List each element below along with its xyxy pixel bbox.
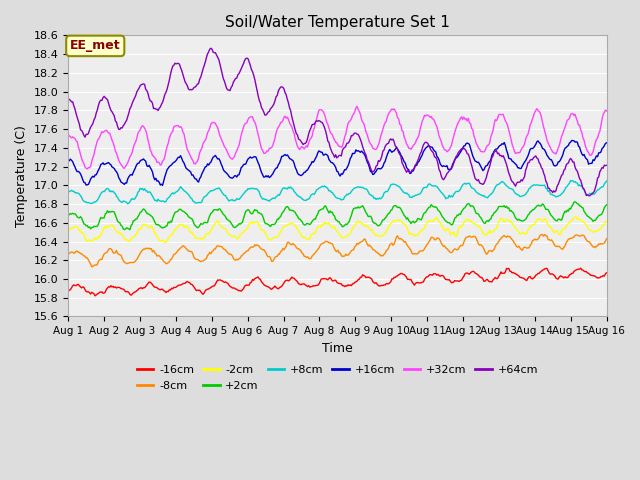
-2cm bbox=[64, 228, 72, 234]
Line: +64cm: +64cm bbox=[68, 48, 607, 196]
+64cm bbox=[586, 193, 593, 199]
+16cm bbox=[392, 144, 400, 150]
Line: +2cm: +2cm bbox=[68, 202, 607, 230]
+8cm bbox=[567, 178, 575, 183]
-16cm bbox=[233, 287, 241, 292]
+8cm bbox=[124, 201, 132, 207]
-2cm bbox=[292, 224, 300, 229]
+8cm bbox=[603, 178, 611, 184]
Line: +8cm: +8cm bbox=[68, 180, 607, 204]
-16cm bbox=[392, 274, 400, 279]
-8cm bbox=[64, 252, 72, 257]
-2cm bbox=[603, 218, 611, 224]
+16cm bbox=[367, 168, 374, 174]
+16cm bbox=[292, 167, 300, 172]
-2cm bbox=[367, 227, 374, 233]
+64cm bbox=[392, 144, 400, 150]
-2cm bbox=[162, 240, 170, 245]
-2cm bbox=[392, 217, 400, 223]
-16cm bbox=[577, 265, 584, 271]
Line: -16cm: -16cm bbox=[68, 268, 607, 296]
+8cm bbox=[554, 193, 562, 199]
+64cm bbox=[367, 165, 374, 171]
+32cm bbox=[353, 104, 361, 109]
+64cm bbox=[461, 146, 468, 152]
+32cm bbox=[83, 166, 91, 172]
Line: -2cm: -2cm bbox=[68, 217, 607, 242]
+2cm bbox=[603, 202, 611, 207]
+32cm bbox=[462, 116, 470, 121]
+16cm bbox=[603, 140, 611, 146]
Line: +16cm: +16cm bbox=[68, 141, 607, 185]
+2cm bbox=[392, 203, 400, 209]
+32cm bbox=[556, 143, 563, 148]
+32cm bbox=[292, 140, 300, 146]
+64cm bbox=[554, 181, 562, 187]
Y-axis label: Temperature (C): Temperature (C) bbox=[15, 125, 28, 227]
Text: EE_met: EE_met bbox=[70, 39, 120, 52]
-2cm bbox=[554, 229, 562, 235]
-8cm bbox=[292, 245, 300, 251]
-2cm bbox=[461, 219, 468, 225]
-16cm bbox=[92, 293, 99, 299]
-16cm bbox=[292, 277, 300, 283]
+16cm bbox=[568, 138, 575, 144]
+8cm bbox=[233, 196, 241, 202]
+8cm bbox=[367, 192, 374, 198]
-8cm bbox=[233, 256, 241, 262]
Line: +32cm: +32cm bbox=[68, 107, 607, 169]
+32cm bbox=[368, 143, 376, 148]
Legend: -16cm, -8cm, -2cm, +2cm, +8cm, +16cm, +32cm, +64cm: -16cm, -8cm, -2cm, +2cm, +8cm, +16cm, +3… bbox=[132, 361, 542, 395]
+8cm bbox=[461, 180, 468, 186]
+64cm bbox=[233, 75, 241, 81]
-8cm bbox=[556, 243, 563, 249]
-2cm bbox=[572, 214, 580, 220]
-8cm bbox=[392, 234, 400, 240]
+8cm bbox=[292, 191, 300, 197]
-16cm bbox=[603, 270, 611, 276]
-8cm bbox=[603, 236, 611, 241]
+32cm bbox=[233, 148, 241, 154]
+16cm bbox=[554, 159, 562, 165]
+2cm bbox=[572, 199, 579, 205]
+2cm bbox=[292, 212, 300, 217]
+64cm bbox=[292, 131, 300, 136]
-16cm bbox=[554, 276, 562, 282]
+16cm bbox=[233, 174, 241, 180]
Line: -8cm: -8cm bbox=[68, 235, 607, 267]
+2cm bbox=[367, 213, 374, 219]
+64cm bbox=[207, 45, 215, 51]
+2cm bbox=[461, 205, 468, 211]
+32cm bbox=[603, 108, 611, 114]
X-axis label: Time: Time bbox=[322, 342, 353, 355]
-16cm bbox=[64, 288, 72, 294]
Title: Soil/Water Temperature Set 1: Soil/Water Temperature Set 1 bbox=[225, 15, 450, 30]
+16cm bbox=[64, 159, 72, 165]
+2cm bbox=[64, 212, 72, 218]
+16cm bbox=[159, 182, 166, 188]
+16cm bbox=[461, 143, 468, 149]
+8cm bbox=[64, 190, 72, 195]
-8cm bbox=[461, 237, 468, 242]
-8cm bbox=[538, 232, 545, 238]
+2cm bbox=[126, 227, 134, 233]
+2cm bbox=[233, 223, 241, 229]
-16cm bbox=[367, 276, 374, 281]
+64cm bbox=[64, 96, 72, 102]
-8cm bbox=[367, 243, 374, 249]
+2cm bbox=[554, 216, 562, 222]
-2cm bbox=[233, 236, 241, 242]
+8cm bbox=[392, 182, 400, 188]
-8cm bbox=[88, 264, 95, 270]
-16cm bbox=[461, 271, 468, 277]
+32cm bbox=[64, 132, 72, 137]
+32cm bbox=[394, 115, 401, 120]
+64cm bbox=[603, 162, 611, 168]
